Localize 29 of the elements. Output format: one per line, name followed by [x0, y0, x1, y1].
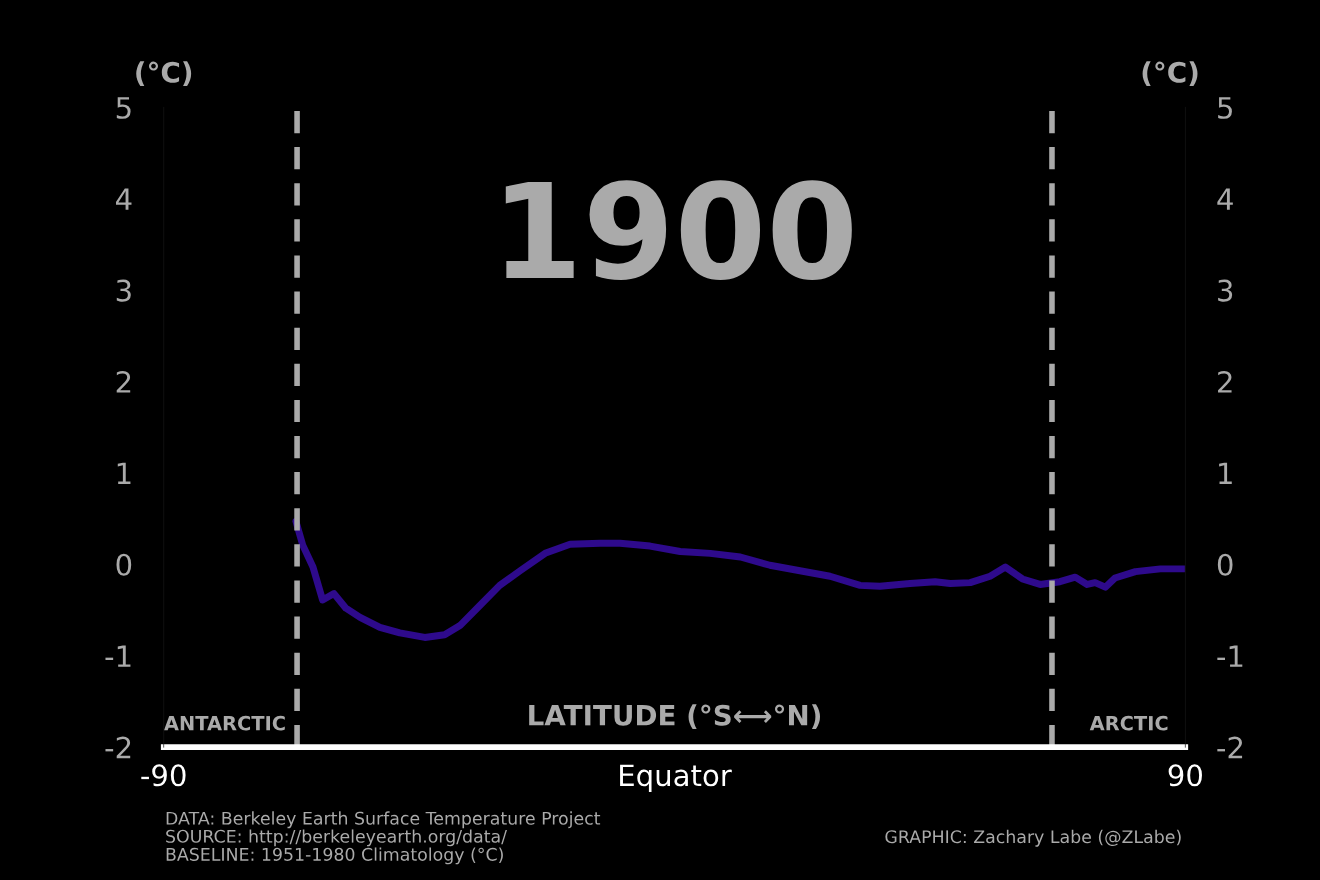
source-note: SOURCE: http://berkeleyearth.org/data/: [166, 829, 508, 847]
y2-tick-label: 1: [1219, 462, 1232, 485]
y2-tick-label: 4: [1217, 188, 1233, 210]
y-tick-label: 4: [115, 188, 132, 210]
annotation: ANTARCTIC: [164, 715, 285, 731]
text: GRAPHIC: Zachary Labe (@ZLabe): [885, 829, 1181, 847]
y2-axis-title: (°C): [1142, 61, 1198, 87]
y-axis-title: (°C): [136, 61, 192, 87]
y2-tick-label: -1: [1217, 645, 1243, 667]
y-tick-label: 0: [116, 553, 132, 576]
annotation: 1900: [505, 180, 852, 280]
y2-tick-label: 0: [1217, 553, 1233, 576]
text: BASELINE: 1951-1980 Climatology (°C): [166, 847, 503, 865]
x-tick-label: 90: [1168, 764, 1202, 787]
text: DATA: Berkeley Earth Surface Temperature Project: [166, 811, 601, 829]
y-tick-label: 2: [116, 370, 131, 393]
x-axis-title: LATITUDE (°S⟷°N): [529, 704, 821, 730]
annotation: ARCTIC: [1089, 715, 1168, 731]
y-tick-label: 5: [116, 97, 131, 119]
y-tick-label: 3: [116, 279, 131, 302]
y2-tick-label: 5: [1218, 97, 1232, 119]
x-tick-label: Equator: [620, 764, 732, 793]
y-tick-label: -2: [105, 736, 131, 759]
x-tick-label: -90: [141, 764, 186, 787]
y2-tick-label: 2: [1218, 370, 1232, 393]
y-tick-label: -1: [105, 645, 131, 667]
y2-tick-label: -2: [1217, 736, 1243, 759]
y-tick-label: 1: [117, 462, 131, 485]
y2-tick-label: 3: [1218, 279, 1233, 302]
